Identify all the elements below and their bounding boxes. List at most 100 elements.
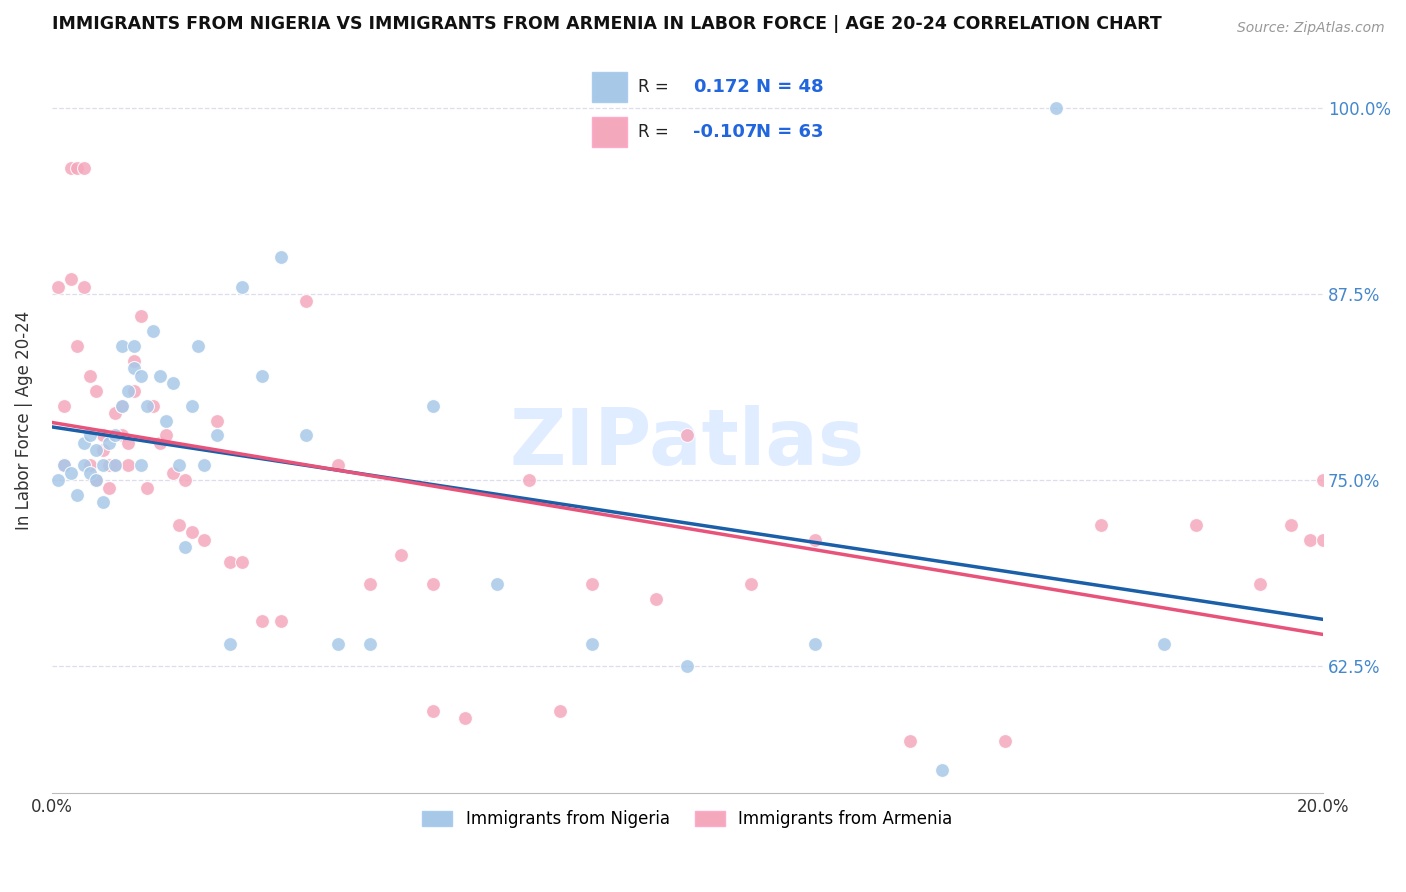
Point (53, 458, 76, 473)
Point (422, 577, 444, 591)
Point (167, 517, 190, 532)
Point (53, 458, 76, 473)
Point (1090, 517, 1112, 532)
Point (422, 399, 444, 413)
Point (1249, 577, 1271, 591)
Point (1312, 473, 1334, 487)
Point (97, 458, 120, 473)
Point (389, 548, 412, 562)
Point (359, 637, 381, 651)
Text: -0.107: -0.107 (693, 123, 758, 141)
Point (803, 637, 825, 651)
Point (91, 428, 114, 442)
Point (117, 384, 139, 398)
Point (72, 458, 94, 473)
Point (550, 704, 572, 718)
Text: ZIPatlas: ZIPatlas (510, 405, 865, 481)
Point (91, 443, 114, 458)
Point (84, 384, 107, 398)
Y-axis label: In Labor Force | Age 20-24: In Labor Force | Age 20-24 (15, 311, 32, 530)
Point (1045, 101, 1067, 115)
Point (72, 279, 94, 293)
Point (1299, 533, 1322, 547)
Point (581, 577, 603, 591)
Point (180, 525, 202, 540)
Point (104, 458, 127, 473)
Point (270, 615, 292, 629)
Text: R =: R = (638, 78, 669, 95)
Point (295, 428, 318, 442)
Point (517, 473, 540, 487)
Point (129, 458, 152, 473)
Point (931, 764, 953, 778)
Text: N = 63: N = 63 (756, 123, 824, 141)
Point (174, 473, 197, 487)
Point (79, 466, 101, 480)
Point (53, 399, 76, 413)
Point (149, 435, 172, 450)
Point (111, 428, 134, 442)
Point (250, 615, 273, 629)
Point (111, 339, 134, 353)
Point (117, 458, 139, 473)
Point (84, 473, 107, 487)
Point (155, 413, 177, 427)
Point (162, 466, 184, 480)
Text: R =: R = (638, 123, 669, 141)
Point (231, 555, 253, 569)
Point (136, 481, 159, 495)
Point (66, 488, 89, 502)
Point (124, 339, 146, 353)
Point (129, 368, 152, 383)
Point (174, 540, 197, 554)
Point (218, 637, 240, 651)
Point (149, 368, 172, 383)
Point (142, 324, 165, 338)
Point (136, 399, 159, 413)
Point (1185, 517, 1208, 532)
Point (59, 272, 82, 286)
Point (676, 659, 699, 673)
Point (193, 533, 215, 547)
Point (79, 458, 101, 473)
Point (676, 428, 699, 442)
Point (84, 443, 107, 458)
Point (104, 428, 127, 442)
Point (205, 413, 228, 427)
Point (454, 711, 477, 725)
Point (46, 473, 69, 487)
Point (1279, 517, 1302, 532)
Point (66, 161, 89, 175)
Point (124, 361, 146, 376)
Point (187, 339, 209, 353)
Text: IMMIGRANTS FROM NIGERIA VS IMMIGRANTS FROM ARMENIA IN LABOR FORCE | AGE 20-24 CO: IMMIGRANTS FROM NIGERIA VS IMMIGRANTS FR… (52, 15, 1161, 33)
Point (1153, 637, 1175, 651)
Point (485, 577, 508, 591)
Point (270, 250, 292, 264)
Point (422, 704, 444, 718)
Point (167, 458, 190, 473)
Point (231, 279, 253, 293)
FancyBboxPatch shape (592, 117, 627, 147)
Point (111, 399, 134, 413)
Point (124, 354, 146, 368)
Point (155, 428, 177, 442)
Point (326, 458, 349, 473)
Point (162, 376, 184, 391)
Point (84, 473, 107, 487)
Point (117, 435, 139, 450)
Point (359, 577, 381, 591)
Point (66, 339, 89, 353)
Point (740, 577, 762, 591)
Point (994, 733, 1017, 747)
Point (180, 399, 202, 413)
Legend: Immigrants from Nigeria, Immigrants from Armenia: Immigrants from Nigeria, Immigrants from… (415, 802, 960, 837)
Point (111, 399, 134, 413)
Point (898, 733, 921, 747)
Point (79, 428, 101, 442)
Point (59, 161, 82, 175)
Point (803, 533, 825, 547)
Point (1312, 533, 1334, 547)
Point (250, 368, 273, 383)
Point (218, 555, 240, 569)
